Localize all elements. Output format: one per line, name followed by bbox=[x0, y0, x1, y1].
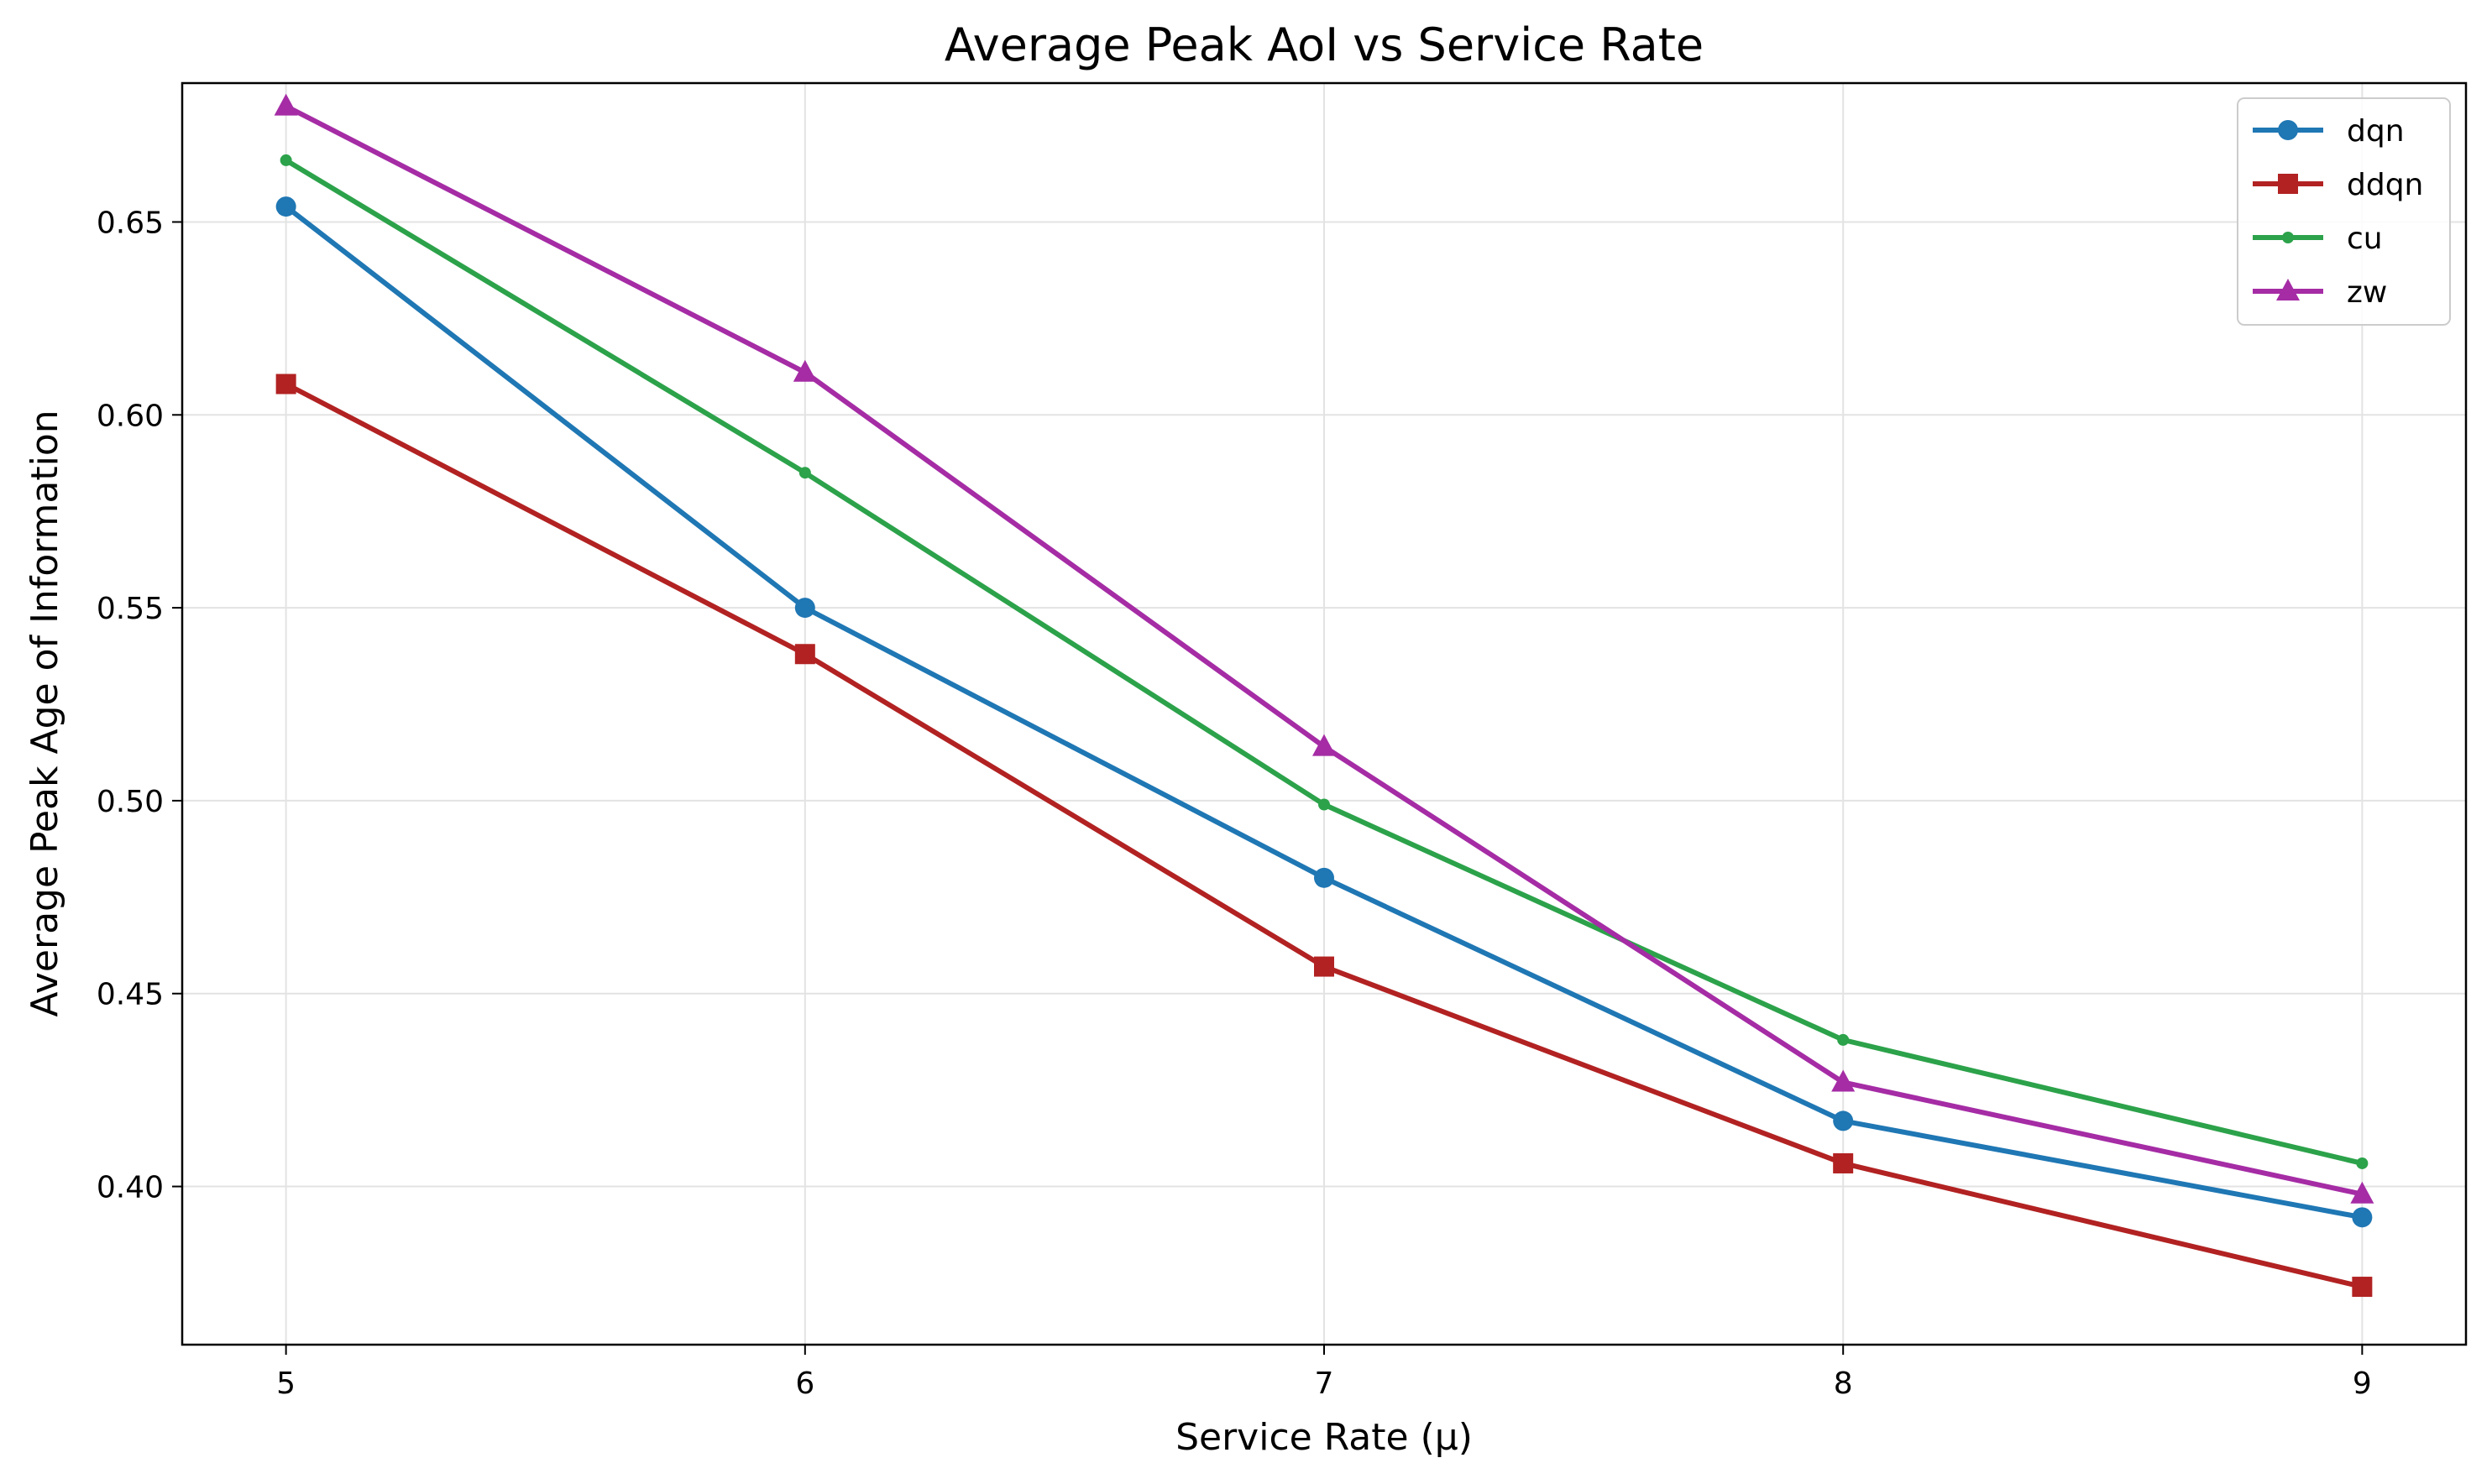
data-point-cu bbox=[280, 154, 292, 166]
series-ddqn bbox=[275, 374, 2373, 1298]
y-tick-label: 0.40 bbox=[97, 1171, 164, 1205]
data-point-ddqn bbox=[1833, 1152, 1854, 1173]
y-axis-label: Average Peak Age of Information bbox=[24, 410, 66, 1016]
chart-title: Average Peak AoI vs Service Rate bbox=[945, 18, 1704, 71]
x-tick-label: 5 bbox=[276, 1366, 296, 1401]
data-point-zw bbox=[2350, 1181, 2374, 1204]
grid bbox=[182, 83, 2466, 1345]
data-point-dqn bbox=[2352, 1207, 2373, 1228]
data-point-ddqn bbox=[1314, 956, 1334, 977]
y-axis: 0.40 0.45 0.50 0.55 0.60 0.65 bbox=[97, 206, 182, 1205]
x-tick-label: 7 bbox=[1315, 1366, 1334, 1401]
data-point-zw bbox=[1831, 1069, 1856, 1092]
legend-item-ddqn: ddqn bbox=[2253, 168, 2423, 202]
legend-marker bbox=[2282, 232, 2294, 243]
legend-marker bbox=[2278, 120, 2298, 140]
legend-label: dqn bbox=[2347, 114, 2405, 149]
x-tick-label: 6 bbox=[795, 1366, 814, 1401]
data-point-zw bbox=[1312, 734, 1336, 756]
data-point-ddqn bbox=[2352, 1277, 2373, 1298]
series-cu bbox=[280, 154, 2369, 1169]
legend: dqn ddqn cu zw bbox=[2237, 97, 2451, 326]
legend-label: cu bbox=[2347, 222, 2383, 256]
data-point-cu bbox=[798, 467, 811, 479]
y-tick-label: 0.45 bbox=[97, 978, 164, 1012]
y-tick-label: 0.55 bbox=[97, 592, 164, 626]
y-tick-label: 0.60 bbox=[97, 399, 164, 433]
x-tick-label: 9 bbox=[2353, 1366, 2372, 1401]
series-zw bbox=[274, 93, 2374, 1204]
x-axis-label: Service Rate (μ) bbox=[1175, 1416, 1473, 1459]
data-point-zw bbox=[274, 93, 298, 116]
data-point-cu bbox=[1837, 1033, 1850, 1046]
series-dqn bbox=[275, 196, 2373, 1228]
legend-marker bbox=[2278, 174, 2298, 194]
data-point-zw bbox=[793, 359, 817, 382]
legend-marker bbox=[2276, 279, 2300, 300]
legend-label: ddqn bbox=[2347, 168, 2423, 202]
x-tick-label: 8 bbox=[1834, 1366, 1853, 1401]
data-point-dqn bbox=[794, 598, 815, 619]
data-point-cu bbox=[1318, 798, 1330, 811]
data-point-ddqn bbox=[794, 644, 815, 665]
y-tick-label: 0.65 bbox=[97, 206, 164, 240]
data-point-dqn bbox=[275, 196, 296, 217]
data-point-ddqn bbox=[275, 374, 296, 395]
series-layer bbox=[274, 93, 2374, 1298]
y-tick-label: 0.50 bbox=[97, 785, 164, 819]
data-point-dqn bbox=[1833, 1110, 1854, 1131]
legend-item-zw: zw bbox=[2253, 275, 2387, 310]
data-point-dqn bbox=[1314, 867, 1334, 888]
legend-label: zw bbox=[2347, 275, 2387, 310]
legend-frame bbox=[2237, 97, 2451, 326]
legend-item-dqn: dqn bbox=[2253, 114, 2405, 149]
legend-item-cu: cu bbox=[2253, 222, 2383, 256]
data-point-cu bbox=[2356, 1157, 2369, 1169]
x-axis: 5 6 7 8 9 bbox=[276, 1345, 2372, 1401]
